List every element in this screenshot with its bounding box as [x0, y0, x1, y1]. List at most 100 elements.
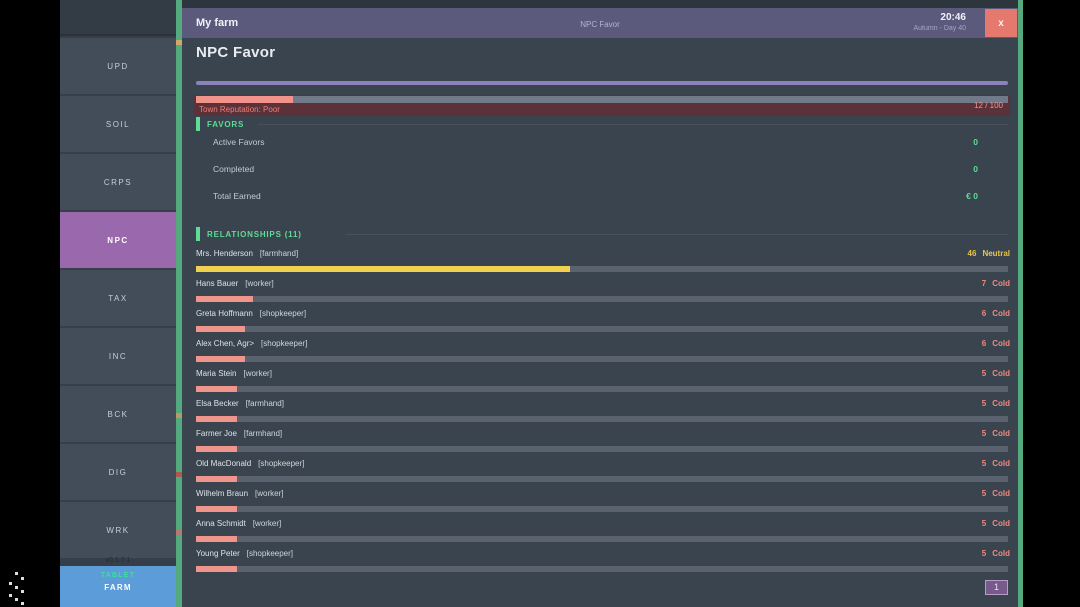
favor-bar-fill: [196, 416, 237, 422]
titlebar-title: NPC Favor: [580, 20, 620, 29]
clock: 20:46 Autumn - Day 40: [913, 12, 966, 32]
favor-label: Total Earned: [213, 191, 261, 201]
sidebar-item-inc[interactable]: INC: [60, 328, 176, 384]
favors-header-label: FAVORS: [207, 120, 245, 129]
favor-bar-track: [196, 506, 1008, 512]
npc-role: [shopkeeper]: [259, 309, 307, 318]
section-accent-bar: [196, 117, 200, 131]
npc-role: [shopkeeper]: [261, 339, 308, 348]
farm-name: My farm: [196, 17, 239, 29]
npc-role: [worker]: [245, 279, 274, 288]
sidebar-item-npc[interactable]: NPC: [60, 212, 176, 268]
npc-favor-word: Cold: [992, 309, 1010, 318]
favor-label: Active Favors: [213, 137, 265, 147]
sidebar-header-strip: [60, 0, 176, 36]
npc-role: [worker]: [252, 519, 282, 528]
favor-bar-fill: [196, 326, 245, 332]
npc-favor-word: Cold: [992, 339, 1010, 348]
favor-bar-track: [196, 476, 1008, 482]
favor-label: Completed: [213, 164, 255, 174]
sidebar-item-bck[interactable]: BCK: [60, 386, 176, 442]
relationship-row[interactable]: Alex Chen, Agr> [shopkeeper] 6 Cold: [196, 339, 1010, 367]
sidebar-item-upd[interactable]: UPD: [60, 38, 176, 94]
top-strip: [182, 0, 1018, 8]
dot: [15, 598, 18, 601]
favor-bar-track: [196, 356, 1008, 362]
npc-name: Hans Bauer [worker]: [196, 279, 274, 288]
relationship-row[interactable]: Young Peter [shopkeeper] 5 Cold: [196, 549, 1010, 577]
dot: [15, 586, 18, 589]
npc-favor-status: 7 Cold: [981, 279, 1010, 288]
time-label: 20:46: [940, 12, 966, 23]
relationships-header-label: RELATIONSHIPS (11): [207, 230, 302, 239]
npc-favor-status: 6 Cold: [981, 309, 1010, 318]
brand-farm-label: FARM: [104, 583, 132, 592]
favor-bar-fill: [196, 386, 237, 392]
npc-role: [worker]: [255, 489, 284, 498]
sidebar-item-soil[interactable]: SOIL: [60, 96, 176, 152]
npc-role: [worker]: [243, 369, 272, 378]
dot: [21, 590, 24, 593]
close-button[interactable]: x: [985, 9, 1017, 37]
favor-bar-track: [196, 446, 1008, 452]
sidebar-item-crps[interactable]: CRPS: [60, 154, 176, 210]
favor-row: Completed 0: [196, 164, 1008, 176]
npc-favor-word: Neutral: [982, 249, 1010, 258]
npc-favor-status: 5 Cold: [981, 549, 1010, 558]
dot: [15, 572, 18, 575]
npc-name: Greta Hoffmann [shopkeeper]: [196, 309, 307, 318]
npc-favor-panel: My farm NPC Favor 20:46 Autumn - Day 40 …: [182, 0, 1018, 607]
edge-mark: [176, 472, 182, 477]
dot: [21, 577, 24, 580]
npc-name: Wilhelm Braun [worker]: [196, 489, 284, 498]
sidebar-item-wrk[interactable]: WRK: [60, 502, 176, 558]
section-rule: [258, 124, 1008, 125]
npc-favor-status: 5 Cold: [981, 459, 1010, 468]
favor-bar-track: [196, 326, 1008, 332]
npc-name: Mrs. Henderson [farmhand]: [196, 249, 299, 258]
favor-row: Total Earned € 0: [196, 191, 1008, 203]
npc-favor-word: Cold: [992, 429, 1010, 438]
favors-section-header: FAVORS: [196, 117, 1008, 131]
favor-value: € 0: [966, 191, 978, 201]
relationship-row[interactable]: Mrs. Henderson [farmhand] 46 Neutral: [196, 249, 1010, 277]
dot: [9, 594, 12, 597]
version-label: v0.1.7.1: [105, 557, 131, 564]
dot: [9, 582, 12, 585]
date-label: Autumn - Day 40: [913, 25, 966, 32]
relationship-row[interactable]: Farmer Joe [farmhand] 5 Cold: [196, 429, 1010, 457]
favor-value: 0: [973, 137, 978, 147]
relationship-row[interactable]: Greta Hoffmann [shopkeeper] 6 Cold: [196, 309, 1010, 337]
sidebar-item-tax[interactable]: TAX: [60, 270, 176, 326]
npc-name: Young Peter [shopkeeper]: [196, 549, 294, 558]
brand-tablet-label: TABLET: [100, 572, 136, 579]
divider: [196, 81, 1008, 85]
npc-name: Farmer Joe [farmhand]: [196, 429, 283, 438]
sidebar-item-dig[interactable]: DIG: [60, 444, 176, 500]
sidebar-items: UPD SOIL CRPS NPC TAX INC BCK DIG WRK: [60, 38, 176, 560]
relationship-row[interactable]: Wilhelm Braun [worker] 5 Cold: [196, 489, 1010, 517]
npc-role: [shopkeeper]: [258, 459, 305, 468]
sidebar: UPD SOIL CRPS NPC TAX INC BCK DIG WRK v0.1.7.1 T…: [60, 0, 176, 607]
npc-role: [shopkeeper]: [246, 549, 294, 558]
favor-bar-track: [196, 296, 1008, 302]
favor-bar-fill: [196, 266, 570, 272]
reputation-track: [196, 96, 1008, 103]
favor-bar-fill: [196, 476, 237, 482]
edge-mark: [176, 413, 182, 418]
favor-bar-track: [196, 416, 1008, 422]
page-indicator[interactable]: 1: [985, 580, 1008, 595]
npc-role: [farmhand]: [259, 249, 299, 258]
section-accent-bar: [196, 227, 200, 241]
relationship-row[interactable]: Hans Bauer [worker] 7 Cold: [196, 279, 1010, 307]
relationships-section-header: RELATIONSHIPS (11): [196, 227, 1008, 241]
relationship-row[interactable]: Anna Schmidt [worker] 5 Cold: [196, 519, 1010, 547]
npc-favor-word: Cold: [992, 519, 1010, 528]
relationship-row[interactable]: Elsa Becker [farmhand] 5 Cold: [196, 399, 1010, 427]
npc-favor-status: 5 Cold: [981, 429, 1010, 438]
npc-name: Old MacDonald [shopkeeper]: [196, 459, 305, 468]
npc-favor-status: 5 Cold: [981, 369, 1010, 378]
favor-bar-fill: [196, 446, 237, 452]
relationship-row[interactable]: Old MacDonald [shopkeeper] 5 Cold: [196, 459, 1010, 487]
relationship-row[interactable]: Maria Stein [worker] 5 Cold: [196, 369, 1010, 397]
